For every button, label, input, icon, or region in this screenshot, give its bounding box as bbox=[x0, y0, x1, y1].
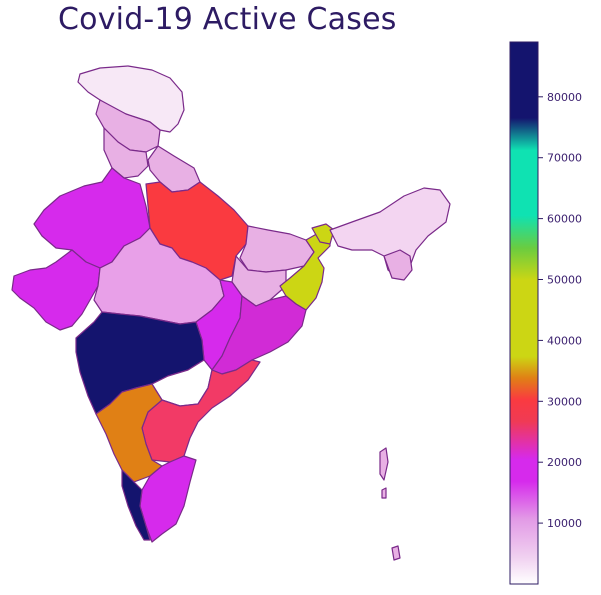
haryana-region bbox=[103, 127, 149, 179]
colorbar-tick-label: 50000 bbox=[547, 274, 582, 287]
colorbar-gradient bbox=[509, 41, 539, 585]
colorbar-tick-label: 40000 bbox=[547, 334, 582, 347]
page-title: Covid-19 Active Cases bbox=[58, 2, 397, 37]
jammu-kashmir-region bbox=[77, 65, 185, 133]
andaman-islands-region bbox=[379, 447, 401, 561]
north-east-region bbox=[329, 187, 451, 279]
north-east-south-region bbox=[383, 249, 413, 281]
bihar-region bbox=[239, 225, 315, 273]
sikkim-region bbox=[311, 223, 335, 245]
colorbar-tick-label: 30000 bbox=[547, 395, 582, 408]
colorbar-tick-label: 20000 bbox=[547, 456, 582, 469]
colorbar-tick-label: 60000 bbox=[547, 213, 582, 226]
karnataka-region bbox=[95, 383, 163, 483]
colorbar-tick-label: 10000 bbox=[547, 517, 582, 530]
colorbar-tick-label: 70000 bbox=[547, 152, 582, 165]
colorbar-tick-label: 80000 bbox=[547, 91, 582, 104]
odisha-region bbox=[211, 295, 307, 375]
gujarat-region bbox=[11, 249, 101, 331]
kerala-region bbox=[121, 469, 151, 541]
